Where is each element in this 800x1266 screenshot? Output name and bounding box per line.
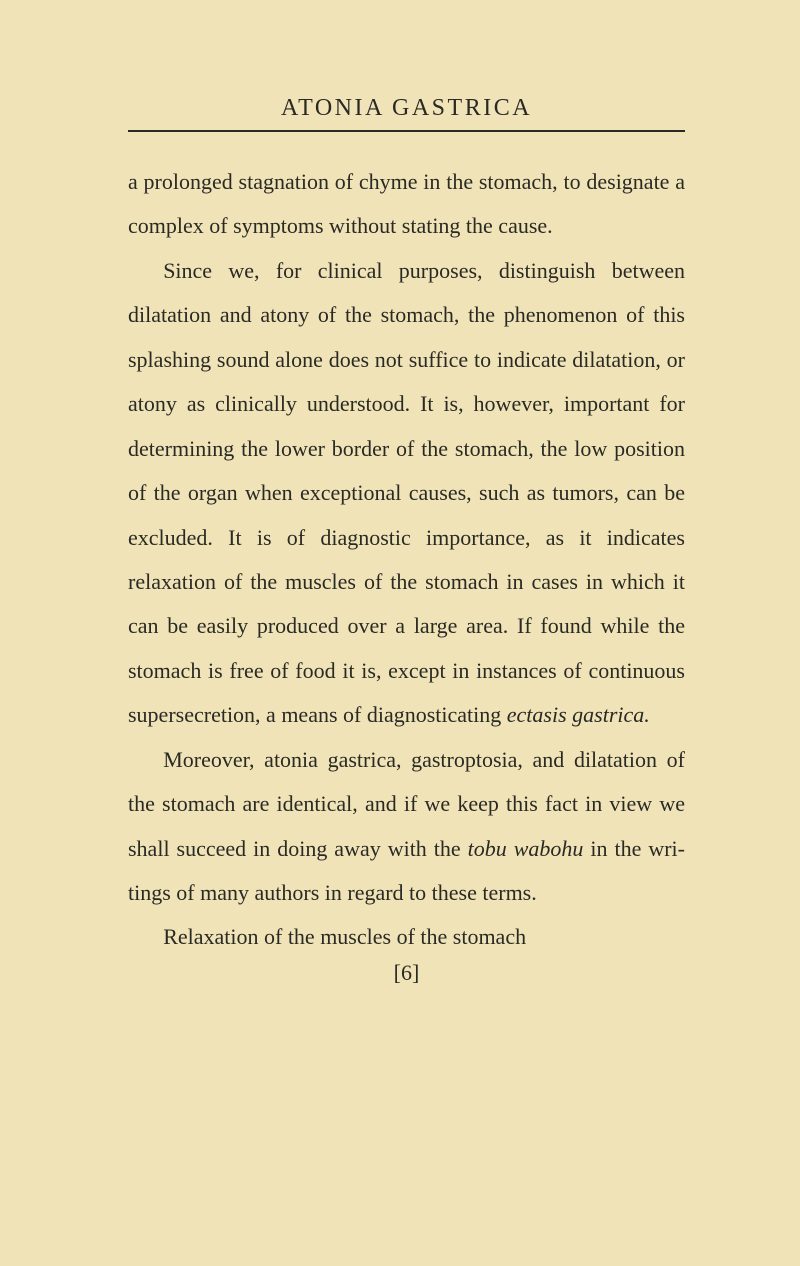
page-title: ATONIA GASTRICA — [128, 95, 685, 122]
title-rule — [128, 130, 685, 132]
paragraph-1-text: a prolonged stagnation of chyme in the s… — [128, 169, 685, 238]
paragraph-2-italic: ectasis gastrica. — [507, 702, 650, 727]
paragraph-2-text-a: Since we, for clinical purposes, disting… — [128, 258, 685, 727]
folio: [6] — [128, 960, 685, 986]
paragraph-1: a prolonged stagnation of chyme in the s… — [128, 160, 685, 249]
paragraph-2: Since we, for clinical purposes, disting… — [128, 249, 685, 738]
paragraph-4: Relaxation of the muscles of the stomach — [128, 915, 685, 959]
paragraph-4-text: Relaxation of the muscles of the stomach — [163, 924, 526, 949]
paragraph-3: Moreover, atonia gastrica, gastroptosia,… — [128, 738, 685, 916]
paragraph-3-italic: tobu wabohu — [468, 836, 584, 861]
page: ATONIA GASTRICA a prolonged stagnation o… — [0, 0, 800, 1266]
